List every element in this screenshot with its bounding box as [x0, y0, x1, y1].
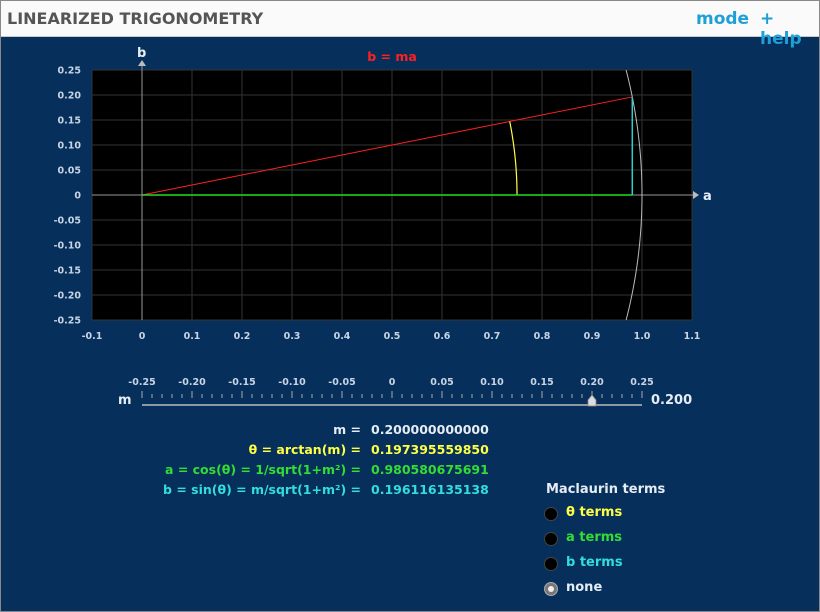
- maclaurin-option-label: θ terms: [566, 505, 623, 520]
- x-tick-label: 0.6: [434, 331, 451, 342]
- slider-tick-label: 0.20: [580, 377, 604, 388]
- y-tick-label: -0.10: [54, 241, 82, 252]
- x-tick-label: 0.9: [584, 331, 601, 342]
- y-tick-label: 0.15: [58, 116, 81, 127]
- readout-value: 0.200000000000: [371, 422, 489, 437]
- theta-arc: [509, 121, 518, 196]
- slider-ticks: -0.25 -0.20 -0.15 -0.10 -0.05 0 0.05 0.10 0.15 0.…: [128, 377, 654, 398]
- readout-value: 0.980580675691: [371, 462, 489, 477]
- maclaurin-option-label: none: [566, 580, 603, 595]
- slider-value: 0.200: [651, 393, 692, 408]
- readout-a: a = cos(θ) = 1/sqrt(1+m²) = 0.9805806756…: [1, 462, 819, 478]
- x-tick-label: 0.1: [184, 331, 201, 342]
- graph-area: 0.250.200.150.100.050-0.05-0.10-0.15-0.2…: [54, 46, 712, 408]
- slider-tick-label: 0.10: [480, 377, 504, 388]
- radio-button-selected[interactable]: [544, 582, 558, 596]
- x-tick-label: 1.1: [684, 331, 701, 342]
- x-tick-label: 0.7: [484, 331, 501, 342]
- mode-button[interactable]: mode: [696, 9, 750, 29]
- readout-label: b = sin(θ) = m/sqrt(1+m²) =: [163, 482, 361, 497]
- a-axis-arrow: [693, 191, 699, 199]
- maclaurin-option-label: a terms: [566, 530, 623, 545]
- y-tick-label: 0.20: [58, 91, 82, 102]
- slider-tick-label: 0.05: [430, 377, 453, 388]
- readout-theta: θ = arctan(m) = 0.197395559850: [1, 442, 819, 458]
- slider-tick-label: 0.15: [530, 377, 553, 388]
- y-tick-label: 0.25: [58, 66, 81, 77]
- radio-button[interactable]: [544, 507, 558, 521]
- y-tick-label: 0: [74, 191, 81, 202]
- radio-button[interactable]: [544, 557, 558, 571]
- slider-tick-label: -0.20: [178, 377, 206, 388]
- slider-tick-label: -0.25: [128, 377, 155, 388]
- y-tick-label: -0.20: [54, 291, 82, 302]
- readout-label: θ = arctan(m) =: [248, 442, 361, 457]
- slider-tick-label: 0: [389, 377, 396, 388]
- y-tick-label: -0.05: [54, 216, 81, 227]
- readout-b: b = sin(θ) = m/sqrt(1+m²) = 0.1961161351…: [1, 482, 819, 498]
- maclaurin-option-label: b terms: [566, 555, 623, 570]
- x-tick-label: 0.8: [534, 331, 551, 342]
- title-bar: LINEARIZED TRIGONOMETRY mode + help: [1, 1, 819, 49]
- slider-label: m: [118, 393, 132, 408]
- radio-button[interactable]: [544, 532, 558, 546]
- b-axis-label: b: [137, 46, 146, 61]
- line-b-equals-ma: [141, 96, 633, 196]
- readout-value: 0.196116135138: [371, 482, 489, 497]
- y-tick-label: 0.05: [58, 166, 81, 177]
- help-button[interactable]: + help: [760, 9, 802, 49]
- y-tick-label: -0.15: [54, 266, 81, 277]
- maclaurin-title: Maclaurin terms: [546, 482, 666, 497]
- slider-tick-label: -0.05: [328, 377, 355, 388]
- x-tick-label: 0.2: [234, 331, 251, 342]
- slider-tick-label: -0.15: [228, 377, 255, 388]
- app-title: LINEARIZED TRIGONOMETRY: [7, 9, 264, 28]
- slider-thumb[interactable]: [587, 394, 597, 407]
- y-tick-label: 0.10: [58, 141, 82, 152]
- readout-label: a = cos(θ) = 1/sqrt(1+m²) =: [165, 462, 361, 477]
- readout-m: m = 0.200000000000: [1, 422, 819, 438]
- b-axis-arrow: [138, 60, 146, 66]
- x-tick-label: 0.5: [384, 331, 401, 342]
- slider-tick-label: -0.10: [278, 377, 306, 388]
- slider-tick-label: 0.25: [630, 377, 653, 388]
- unit-circle-arc: [625, 69, 643, 321]
- x-tick-label: 1.0: [634, 331, 651, 342]
- x-tick-label: 0.4: [334, 331, 351, 342]
- line-equation-label: b = ma: [367, 49, 417, 64]
- y-tick-label: -0.25: [54, 316, 81, 327]
- x-tick-label: 0.3: [284, 331, 301, 342]
- readout-value: 0.197395559850: [371, 442, 489, 457]
- readout-label: m =: [333, 422, 361, 437]
- x-tick-label: -0.1: [82, 331, 103, 342]
- a-axis-label: a: [703, 189, 712, 204]
- x-tick-label: 0: [139, 331, 146, 342]
